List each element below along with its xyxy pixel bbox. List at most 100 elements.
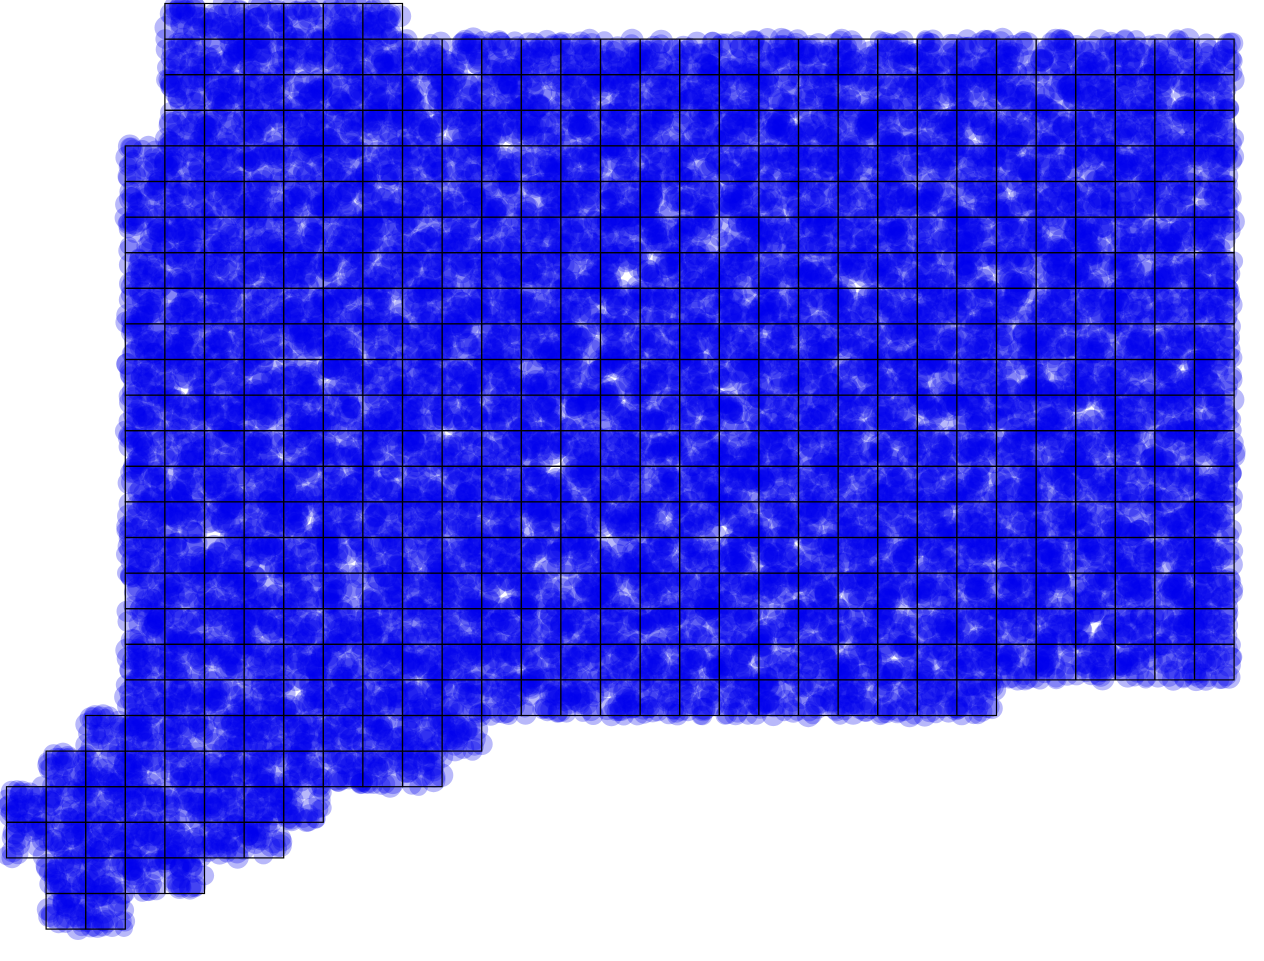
data-point [458, 33, 477, 52]
data-point [417, 54, 440, 78]
data-point [247, 0, 271, 17]
data-point [530, 62, 551, 83]
data-point [485, 47, 507, 69]
data-point [608, 78, 630, 100]
data-point [504, 31, 525, 52]
data-point [563, 65, 584, 86]
data-point [258, 31, 282, 55]
data-point [365, 10, 389, 35]
data-point [157, 57, 177, 77]
data-point [304, 27, 323, 47]
data-point [222, 43, 241, 62]
data-point [413, 63, 433, 83]
data-point [451, 31, 475, 55]
data-point [247, 44, 272, 68]
data-point [202, 52, 222, 72]
data-point [414, 55, 433, 74]
data-point [355, 11, 377, 32]
data-point [277, 3, 298, 23]
data-point [339, 6, 361, 28]
data-point [880, 221, 902, 243]
data-point [608, 143, 629, 165]
data-point [172, 27, 193, 49]
data-point [335, 21, 353, 40]
data-point [548, 48, 569, 69]
data-point [394, 64, 414, 83]
data-point [389, 5, 412, 28]
data-point [251, 22, 275, 46]
data-point [348, 24, 372, 49]
data-point [216, 53, 237, 75]
data-point [360, 21, 383, 44]
data-point [235, 47, 255, 67]
data-point [456, 43, 478, 64]
data-point [228, 0, 251, 23]
data-point [217, 17, 239, 39]
data-point [188, 45, 208, 65]
data-point [197, 55, 219, 77]
data-point [501, 54, 521, 75]
data-point [311, 40, 330, 60]
data-point [333, 34, 357, 59]
data-point [373, 52, 393, 72]
data-point [162, 7, 182, 27]
data-point [370, 49, 391, 70]
data-point [468, 50, 490, 72]
data-point [465, 43, 489, 67]
data-point [207, 5, 226, 24]
data-point [507, 39, 531, 63]
data-point [197, 8, 219, 29]
data-point [456, 36, 475, 55]
data-point [688, 115, 709, 136]
data-point [573, 186, 597, 209]
data-point [870, 177, 891, 198]
data-point [270, 13, 290, 32]
data-point [304, 40, 327, 62]
data-point [201, 29, 226, 54]
data-point [333, 23, 357, 47]
data-point [1221, 49, 1242, 70]
data-point [305, 41, 326, 62]
data-point [399, 47, 418, 67]
data-point [314, 14, 337, 37]
data-point [218, 177, 242, 200]
data-point [425, 43, 445, 64]
data-point [332, 44, 356, 68]
data-point [727, 212, 748, 232]
data-point [645, 73, 667, 96]
data-point [396, 228, 415, 247]
data-point [329, 4, 352, 26]
data-point [335, 45, 358, 68]
data-point [421, 33, 440, 53]
data-point [172, 246, 196, 269]
data-point [297, 5, 320, 28]
data-point [378, 5, 401, 29]
data-point [178, 6, 198, 26]
data-point [353, 60, 374, 81]
data-point [323, 24, 347, 49]
data-point [478, 39, 497, 58]
data-point [236, 34, 261, 59]
data-point [303, 51, 325, 73]
data-point [543, 46, 566, 70]
data-point [219, 51, 239, 71]
data-point [276, 63, 296, 82]
data-point [383, 52, 403, 72]
data-point [237, 44, 257, 64]
data-point [289, 39, 310, 60]
data-point [1155, 222, 1175, 241]
data-point [165, 52, 186, 73]
data-point [429, 31, 452, 54]
data-point [1045, 103, 1066, 124]
data-point [362, 12, 386, 36]
data-point [569, 114, 593, 138]
data-point [242, 4, 265, 26]
data-point [121, 137, 142, 158]
data-point [174, 37, 196, 60]
data-point [239, 56, 261, 78]
data-point [213, 51, 235, 73]
data-point [202, 56, 225, 79]
data-point [532, 46, 552, 67]
data-point [535, 29, 559, 54]
